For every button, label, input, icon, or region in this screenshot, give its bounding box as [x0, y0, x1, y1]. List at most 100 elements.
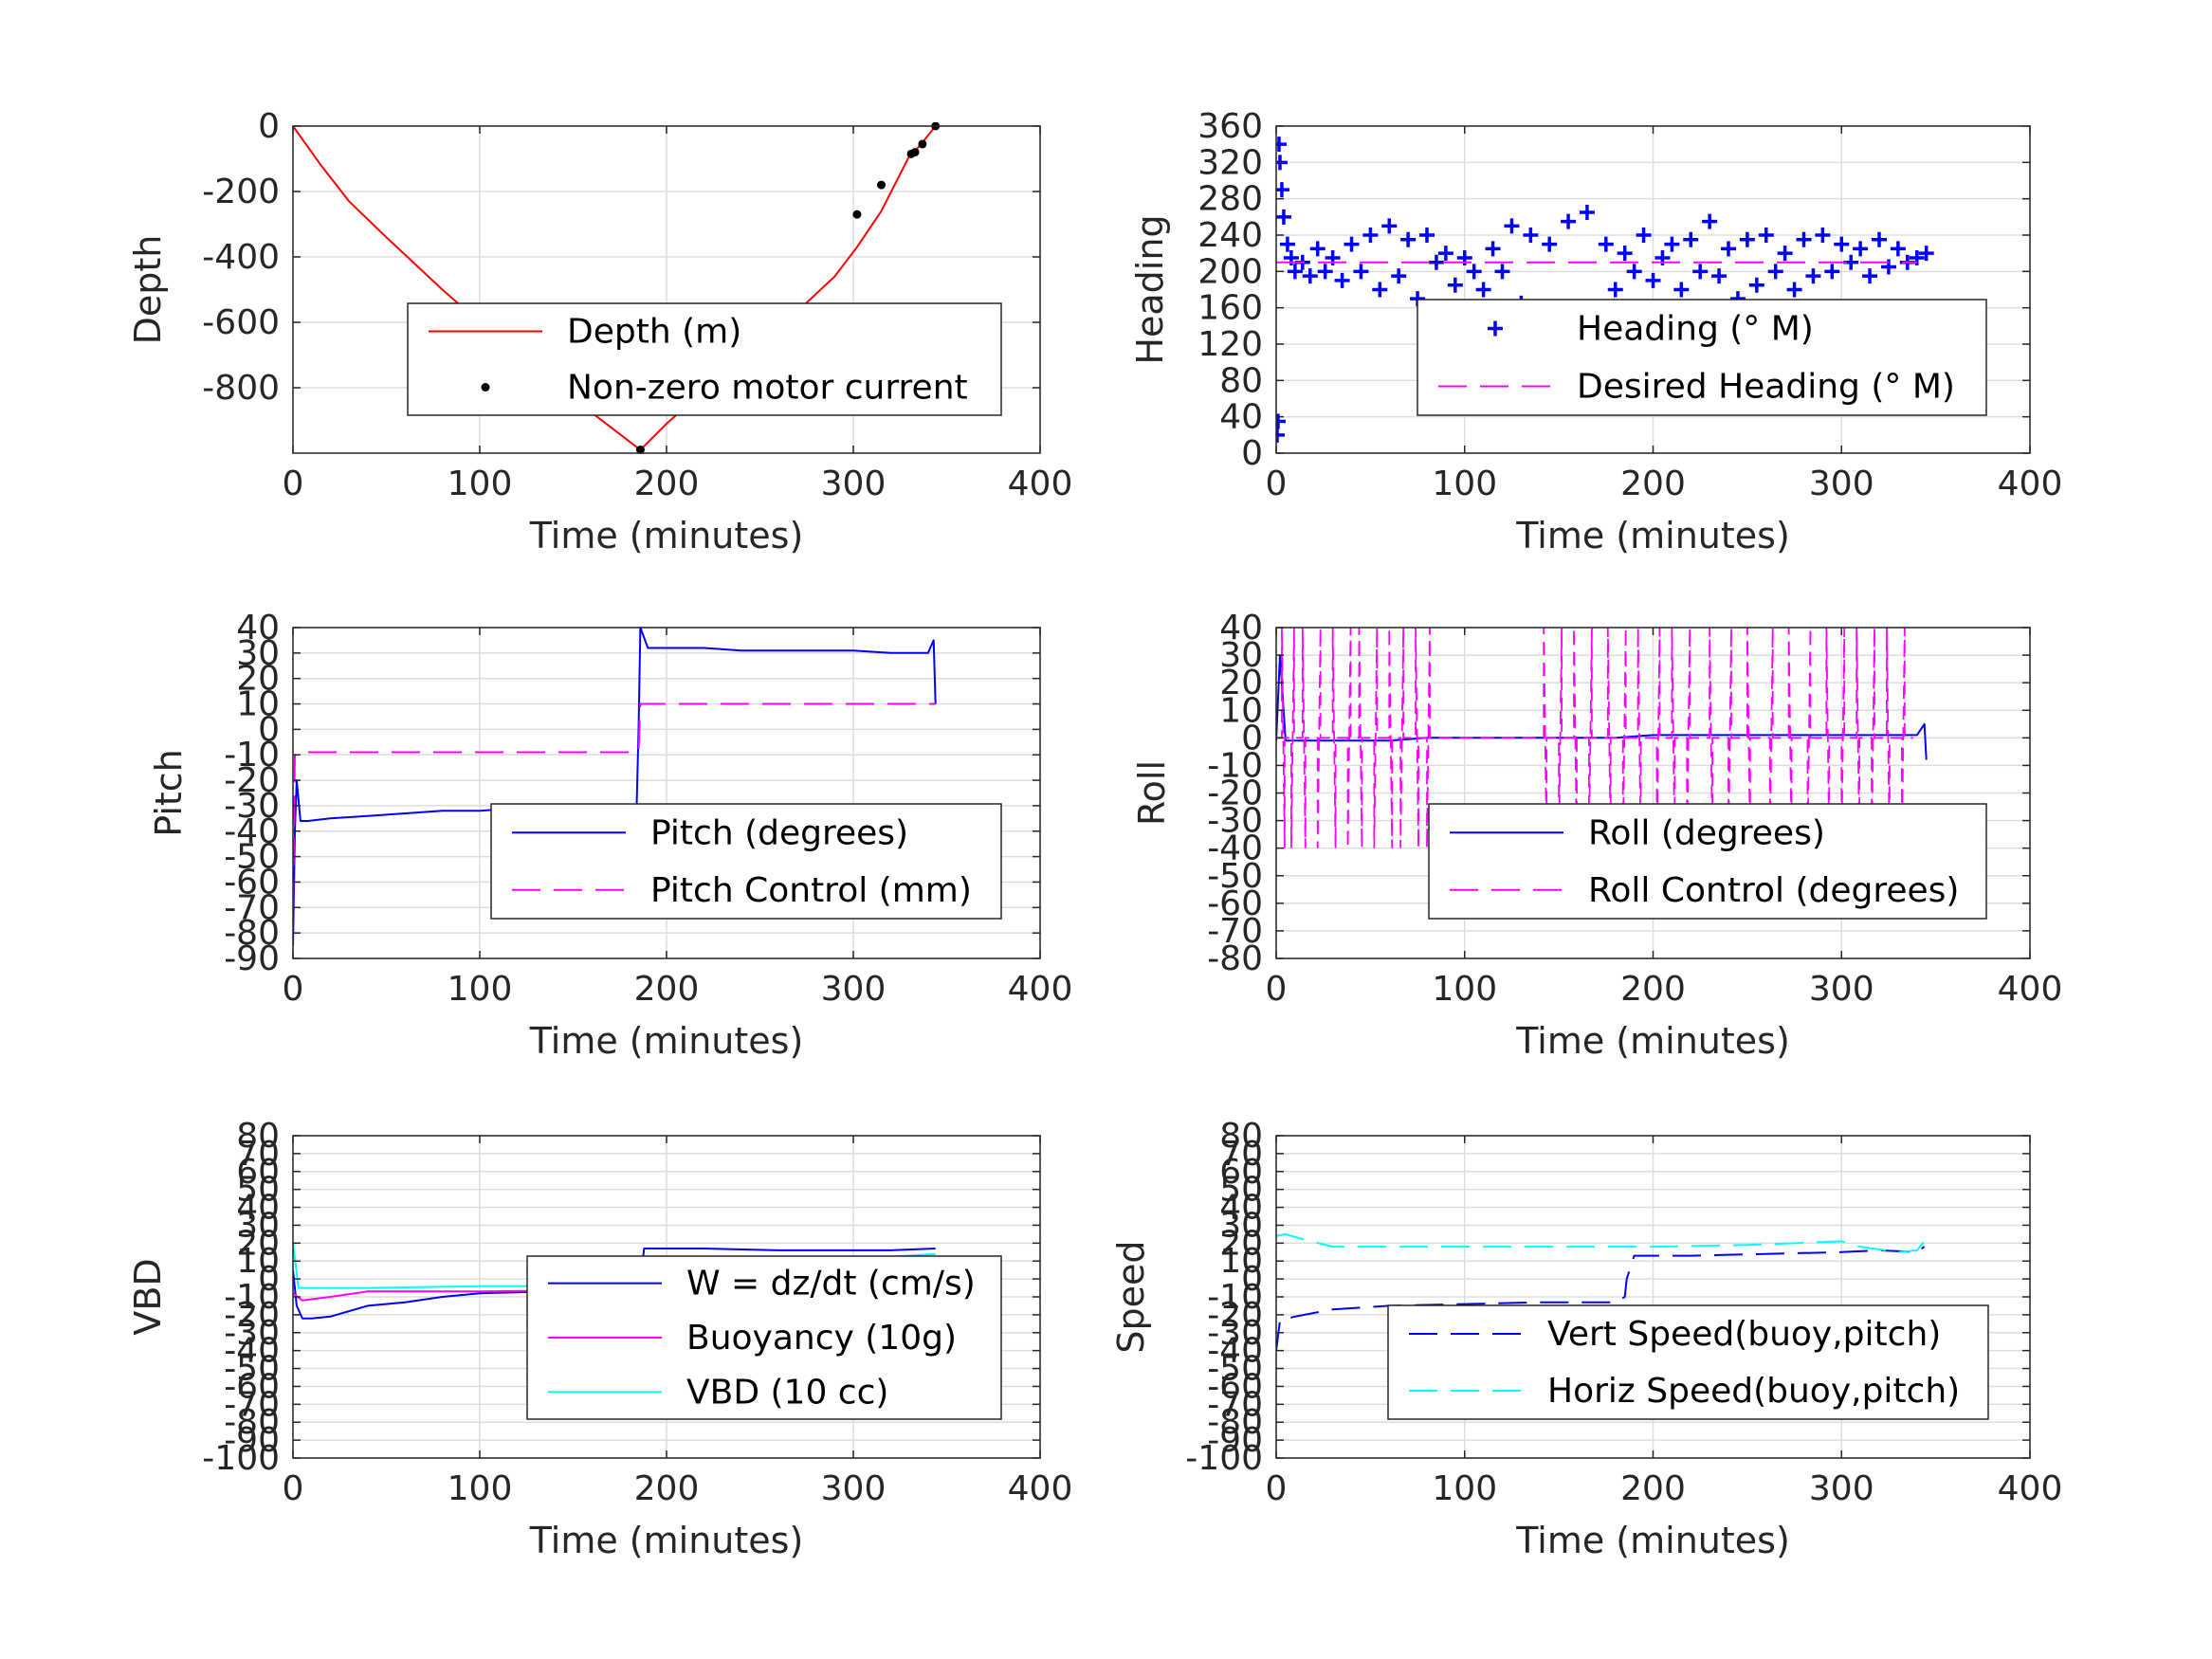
series-heading-0-point [1645, 272, 1661, 288]
x-tick-label: 200 [634, 970, 700, 1009]
y-axis-label: Speed [1110, 1240, 1152, 1353]
series-heading-0-point [1890, 241, 1906, 257]
y-tick-label: 10 [236, 685, 280, 724]
series-heading-0-point [1523, 228, 1539, 243]
y-tick-label: 40 [236, 609, 280, 647]
y-tick-label: 40 [1219, 1189, 1263, 1228]
chart-heading: 0 100 200 300 40004080120160200240280320360T… [1129, 107, 2062, 556]
y-tick-label: 10 [1219, 1242, 1263, 1281]
series-speed-1-line [1276, 1232, 1926, 1253]
series-heading-0-point [1561, 213, 1577, 229]
x-tick-label: 400 [1008, 1469, 1073, 1508]
x-axis-label: Time (minutes) [529, 515, 804, 556]
y-tick-label: -80 [224, 914, 280, 953]
y-tick-label: -20 [224, 1296, 280, 1335]
series-heading-0-point [1494, 264, 1510, 280]
y-tick-label: 120 [1197, 325, 1263, 364]
legend-label: Depth (m) [567, 313, 741, 352]
y-tick-label: -60 [1207, 1367, 1263, 1406]
series-roll-1-line [1276, 627, 1913, 848]
legend-label: Buoyancy (10g) [686, 1319, 957, 1358]
y-tick-label: 50 [236, 1171, 280, 1210]
y-tick-label: -60 [224, 863, 280, 902]
y-tick-label: 0 [258, 710, 280, 749]
y-tick-label: 20 [1219, 1224, 1263, 1263]
y-tick-label: -200 [202, 173, 280, 211]
series-depth-1-point [877, 180, 887, 190]
series-heading-0-point [1711, 268, 1728, 284]
series-heading-0-point [1362, 228, 1379, 243]
x-tick-label: 0 [283, 465, 304, 503]
y-tick-label: -40 [1207, 1332, 1263, 1371]
y-tick-label: -10 [224, 1278, 280, 1317]
series-heading-0-point [1692, 264, 1709, 280]
y-tick-label: 30 [236, 634, 280, 673]
series-heading-0-point [1381, 218, 1398, 234]
y-tick-label: 0 [258, 107, 280, 146]
y-tick-label: 360 [1197, 107, 1263, 146]
y-tick-label: -80 [1207, 939, 1263, 978]
series-heading-0-point [1504, 218, 1520, 234]
series-depth-1-point [635, 446, 645, 455]
y-axis-label: Depth [127, 235, 169, 345]
y-tick-label: -50 [224, 1350, 280, 1389]
legend: Roll (degrees) Roll Control (degrees) [1428, 803, 1987, 920]
y-tick-label: 50 [1219, 1171, 1263, 1210]
legend-label: Desired Heading (° M) [1577, 368, 1955, 407]
y-tick-label: 70 [236, 1135, 280, 1174]
y-tick-label: -40 [224, 1332, 280, 1371]
series-layer [293, 122, 941, 455]
y-tick-label: -10 [1207, 746, 1263, 785]
series-heading-0-point [1683, 231, 1699, 247]
y-tick-label: -20 [1207, 1296, 1263, 1335]
y-tick-label: 30 [1219, 1206, 1263, 1245]
y-tick-label: -40 [224, 812, 280, 851]
y-tick-label: 0 [1241, 1260, 1263, 1299]
chart-speed: 0 100 200 300 40080706050403020100-10-20-30-… [1110, 1117, 2062, 1561]
y-tick-label: -60 [224, 1367, 280, 1406]
series-speed-0-line [1276, 1246, 1926, 1351]
series-depth-1-point [852, 210, 862, 219]
x-tick-label: 300 [1809, 465, 1874, 503]
legend-label: Roll Control (degrees) [1588, 871, 1959, 910]
legend-marker [481, 383, 490, 392]
y-tick-label: 160 [1197, 289, 1263, 328]
x-tick-label: 300 [821, 970, 887, 1009]
x-tick-label: 300 [1809, 970, 1874, 1009]
chart-roll: 0 100 200 300 400403020100-10-20-30-40-50-60… [1131, 609, 2062, 1062]
series-heading-0-point [1309, 241, 1325, 257]
series-layer [1276, 1232, 1926, 1351]
x-tick-label: 300 [821, 1469, 887, 1508]
legend-box [1417, 299, 1987, 416]
y-tick-label: 80 [1219, 361, 1263, 400]
x-tick-label: 0 [1266, 970, 1288, 1009]
y-tick-label: -80 [224, 1403, 280, 1442]
x-tick-label: 0 [1266, 465, 1288, 503]
y-tick-label: 10 [236, 1242, 280, 1281]
x-tick-label: 200 [1620, 970, 1686, 1009]
series-heading-0-point [1485, 241, 1501, 257]
y-tick-label: -90 [224, 1421, 280, 1460]
legend-label: Pitch (degrees) [650, 813, 908, 852]
y-tick-label: -20 [1207, 775, 1263, 813]
y-tick-label: -100 [202, 1439, 280, 1478]
x-tick-label: 400 [1008, 465, 1073, 503]
x-tick-label: 400 [1998, 970, 2063, 1009]
series-heading-0-point [1805, 268, 1821, 284]
x-tick-label: 200 [1620, 465, 1686, 503]
series-heading-0-point [1353, 264, 1369, 280]
series-heading-0-point [1276, 137, 1287, 153]
x-axis-label: Time (minutes) [1515, 1020, 1790, 1062]
x-tick-label: 100 [1432, 1469, 1497, 1508]
series-heading-0-point [1739, 231, 1755, 247]
series-heading-0-point [1834, 236, 1850, 252]
legend: Vert Speed(buoy,pitch) Horiz Speed(buoy,p… [1387, 1304, 1989, 1420]
legend-box [1387, 1304, 1989, 1420]
x-tick-label: 300 [1809, 1469, 1874, 1508]
y-tick-label: -30 [224, 787, 280, 826]
y-tick-label: -40 [1207, 830, 1263, 868]
x-tick-label: 100 [1432, 970, 1497, 1009]
series-heading-0-point [1334, 272, 1350, 288]
series-heading-0-point [1317, 264, 1333, 280]
series-heading-0-point [1419, 228, 1435, 243]
